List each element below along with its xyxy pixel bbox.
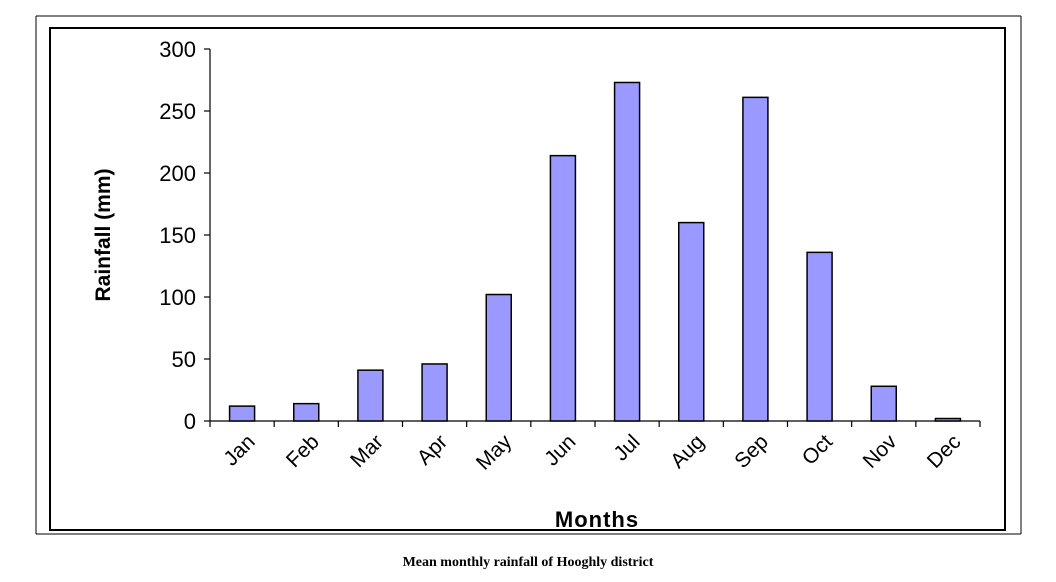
figure-caption: Mean monthly rainfall of Hooghly distric… bbox=[402, 555, 654, 570]
x-tick-label: Oct bbox=[798, 430, 837, 469]
bar-jul bbox=[613, 81, 641, 422]
x-tick-label: Jun bbox=[540, 430, 580, 470]
x-tick-label: Aug bbox=[666, 430, 709, 473]
x-axis: Jan Feb Mar Apr May Jun Jul Aug Sep Oct Nov Dec bbox=[209, 420, 981, 475]
x-tick-label: Sep bbox=[730, 430, 773, 473]
bar-feb bbox=[293, 402, 320, 422]
y-tick-label: 200 bbox=[159, 161, 196, 186]
bar-aug bbox=[678, 221, 705, 422]
x-tick-label: Nov bbox=[859, 430, 902, 473]
bar-jan bbox=[228, 405, 256, 422]
bars bbox=[228, 81, 962, 422]
y-axis-label: Rainfall (mm) bbox=[92, 168, 115, 301]
x-tick-label: Jan bbox=[219, 430, 259, 470]
y-tick-label: 0 bbox=[184, 409, 196, 434]
x-tick-label: Feb bbox=[282, 430, 324, 472]
bar-jun bbox=[549, 154, 577, 422]
bar-nov bbox=[870, 385, 897, 422]
plot-frame bbox=[49, 27, 1006, 531]
bar-mar bbox=[357, 369, 384, 422]
bar-sep bbox=[742, 96, 769, 422]
y-tick-label: 150 bbox=[159, 223, 196, 248]
bar-dec bbox=[934, 417, 962, 422]
x-tick-label: Mar bbox=[346, 430, 388, 472]
x-tick-label: May bbox=[472, 430, 517, 475]
x-axis-label: Months bbox=[555, 507, 639, 532]
y-axis: 0 50 100 150 200 250 300 bbox=[159, 37, 211, 434]
bar-may bbox=[485, 293, 512, 422]
x-tick-label: Dec bbox=[923, 430, 966, 473]
x-tick-label: Apr bbox=[413, 430, 452, 469]
bar-oct bbox=[806, 251, 833, 422]
bar-apr bbox=[421, 363, 448, 422]
x-tick-label: Jul bbox=[609, 430, 644, 465]
y-tick-label: 250 bbox=[159, 99, 196, 124]
y-tick-label: 300 bbox=[159, 37, 196, 62]
y-tick-label: 50 bbox=[172, 347, 196, 372]
y-tick-label: 100 bbox=[159, 285, 196, 310]
